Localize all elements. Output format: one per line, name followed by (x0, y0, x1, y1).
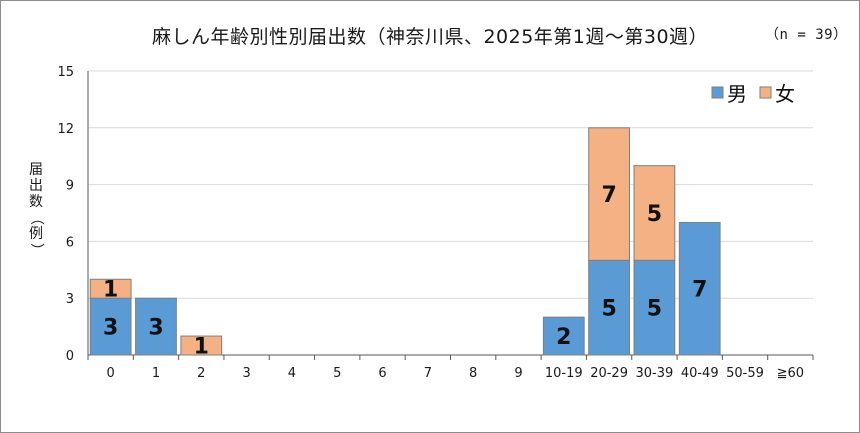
x-tick-label: 1 (152, 366, 160, 381)
legend-label: 男 (727, 82, 747, 106)
y-tick-label: 15 (57, 65, 74, 80)
y-tick-label: 6 (66, 235, 74, 250)
bar-segment-female (89, 278, 132, 299)
data-label: 7 (692, 278, 707, 303)
x-tick-label: 3 (242, 366, 250, 381)
sample-size: （n = 39） (765, 27, 848, 43)
y-axis-label: 届出数（例） (26, 162, 46, 258)
data-label: 2 (556, 325, 571, 350)
x-tick-label: 2 (197, 366, 205, 381)
x-tick-label: 10-19 (545, 366, 583, 381)
bar-segment-female (633, 165, 676, 261)
data-label: 5 (647, 297, 662, 322)
x-tick-label: 20-29 (590, 366, 628, 381)
x-tick-label: 5 (333, 366, 341, 381)
x-tick-label: ≧60 (777, 366, 804, 381)
chart-title-row: 麻しん年齢別性別届出数（神奈川県、2025年第1週～第30週） （n = 39） (0, 22, 860, 49)
y-tick-label: 9 (66, 179, 74, 194)
legend-swatch-male (711, 86, 724, 99)
bar-segment-female (180, 335, 223, 356)
bar-segment-male (678, 221, 721, 356)
x-tick-label: 0 (107, 366, 115, 381)
y-axis-label-char: 例 (29, 226, 43, 242)
data-label: 1 (194, 335, 209, 360)
y-axis-label-char: 数 (29, 194, 43, 210)
x-tick-label: 6 (378, 366, 386, 381)
x-tick-label: 4 (288, 366, 296, 381)
bar-segment-female (588, 127, 630, 261)
bar-segment-male (542, 316, 585, 356)
bar-segment-male (588, 259, 630, 356)
x-tick-label: 30-39 (636, 366, 674, 381)
bar-segment-male (135, 297, 177, 356)
data-label: 3 (103, 316, 118, 341)
data-label: 1 (103, 278, 118, 303)
chart-title: 麻しん年齢別性別届出数（神奈川県、2025年第1週～第30週） (151, 26, 709, 48)
y-tick-label: 12 (57, 122, 74, 137)
y-axis-label-char: 届 (29, 162, 43, 178)
x-tick-label: 50-59 (726, 366, 764, 381)
x-tick-label: 40-49 (681, 366, 719, 381)
data-label: 5 (601, 297, 616, 322)
x-tick-label: 9 (514, 366, 522, 381)
legend-swatch-female (759, 86, 772, 99)
y-axis-label-char: 出 (29, 178, 43, 194)
data-label: 3 (148, 316, 163, 341)
bar-segment-male (89, 297, 132, 356)
x-tick-label: 8 (469, 366, 477, 381)
data-label: 5 (647, 202, 662, 227)
legend-label: 女 (775, 82, 795, 106)
y-tick-label: 0 (66, 349, 74, 364)
bar-segment-male (633, 259, 676, 356)
data-label: 7 (601, 183, 616, 208)
y-tick-label: 3 (66, 292, 74, 307)
x-tick-label: 7 (424, 366, 432, 381)
